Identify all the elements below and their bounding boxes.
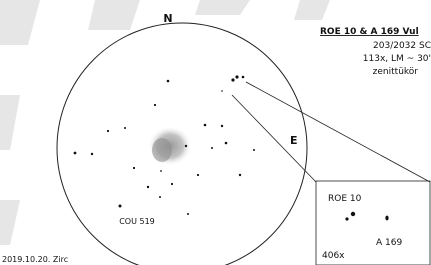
inset-magnification: 406x xyxy=(322,251,345,261)
inset-roe-label: ROE 10 xyxy=(328,194,362,204)
inset-stars xyxy=(345,212,388,221)
telescope: 203/2032 SC xyxy=(373,41,431,51)
footer-date: 2019.10.20. Zirc xyxy=(2,255,68,264)
nebula-core xyxy=(152,138,172,162)
inset-a-label: A 169 xyxy=(376,238,402,248)
north-label: N xyxy=(163,12,172,25)
sketch: N E COU 519 ROE 10 & A 169 Vul 203/2032 … xyxy=(0,0,431,265)
title: ROE 10 & A 169 Vul xyxy=(320,27,419,37)
page: {"sketch": {"north_label": "N", "east_la… xyxy=(0,0,431,265)
settings: 113x, LM ~ 30' xyxy=(363,54,431,64)
east-label: E xyxy=(290,134,298,147)
diagonal: zenittükör xyxy=(373,67,419,77)
cou-label: COU 519 xyxy=(119,217,155,226)
